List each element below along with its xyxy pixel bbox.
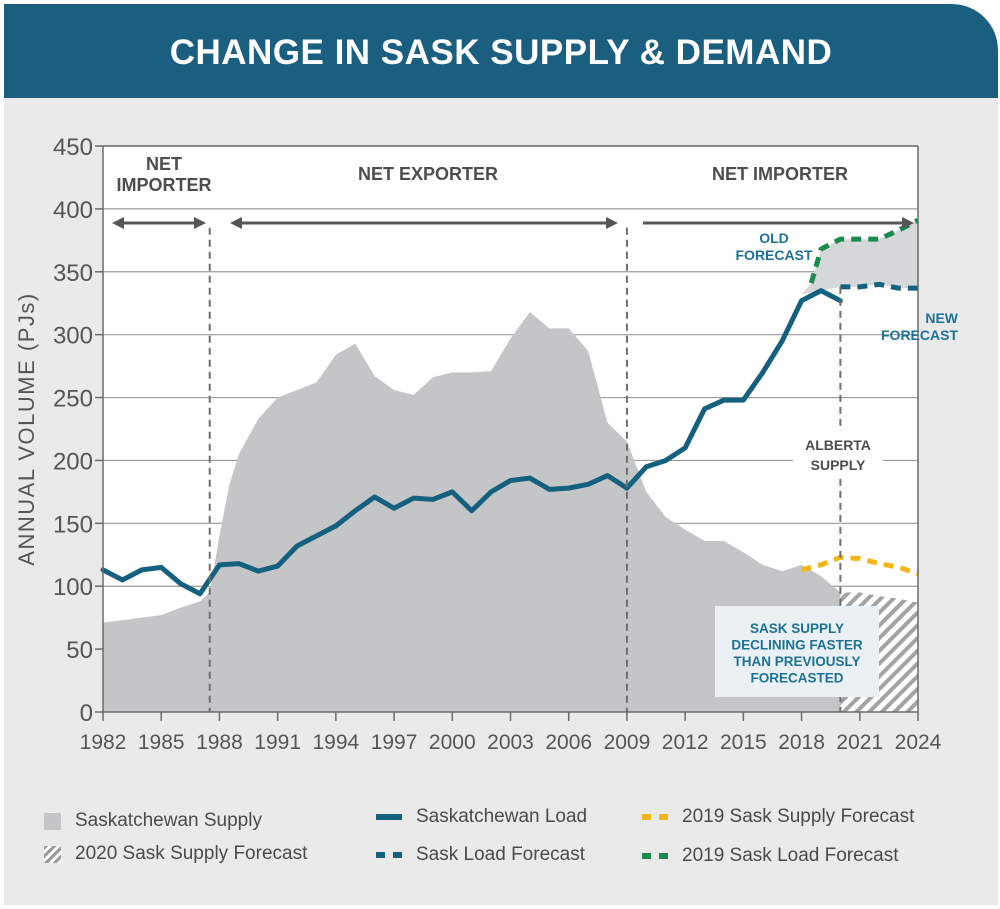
annotation-old-forecast-1: FORECAST [736, 247, 813, 263]
region-label-2-0: NET IMPORTER [712, 164, 848, 184]
x-tick-label-1982: 1982 [80, 731, 127, 754]
region-label-0-1: IMPORTER [116, 175, 211, 195]
region-arrow-2-head [902, 217, 914, 229]
x-tick-label-1985: 1985 [138, 731, 185, 754]
x-tick-label-2000: 2000 [429, 731, 476, 754]
y-tick-label-150: 150 [53, 511, 93, 538]
x-tick-label-2012: 2012 [662, 731, 709, 754]
region-arrow-1-head-right [606, 217, 618, 229]
x-tick-label-1997: 1997 [371, 731, 418, 754]
annotation-alberta-supply-0: ALBERTA [805, 437, 871, 453]
annotation-decline-3: FORECASTED [750, 671, 843, 686]
annotation-decline-0: SASK SUPPLY [750, 621, 844, 636]
load-forecast-2019-line [808, 217, 920, 284]
y-tick-label-350: 350 [53, 260, 93, 287]
x-tick-label-1994: 1994 [312, 731, 359, 754]
load-line [100, 288, 843, 597]
annotation-alberta-supply-1: SUPPLY [811, 457, 866, 473]
x-tick-label-2009: 2009 [604, 731, 651, 754]
region-label-0-0: NET [146, 154, 182, 174]
annotation-decline-1: DECLINING FASTER [731, 638, 863, 653]
x-tick-label-1988: 1988 [196, 731, 243, 754]
region-label-1-0: NET EXPORTER [358, 164, 498, 184]
y-tick-label-250: 250 [53, 386, 93, 413]
y-tick-label-400: 400 [53, 197, 93, 224]
region-arrow-0-head-left [112, 217, 124, 229]
x-tick-label-2018: 2018 [778, 731, 825, 754]
load-forecast-line [840, 281, 918, 291]
x-tick-label-2024: 2024 [895, 731, 942, 754]
supply-forecast-2019-line [800, 554, 919, 577]
y-axis-label: ANNUAL VOLUME (PJs) [14, 292, 39, 565]
annotation-decline-2: THAN PREVIOUSLY [733, 654, 860, 669]
x-tick-label-2003: 2003 [487, 731, 534, 754]
region-arrow-1-head-left [230, 217, 242, 229]
y-tick-label-450: 450 [53, 134, 93, 161]
annotation-old-forecast-0: OLD [759, 230, 789, 246]
forecast-gap-band [801, 220, 918, 295]
annotation-alberta-supply-bg [793, 431, 883, 477]
y-tick-label-0: 0 [80, 700, 93, 727]
x-tick-label-1991: 1991 [254, 731, 301, 754]
y-tick-label-50: 50 [66, 637, 93, 664]
supply-area [103, 312, 918, 712]
annotation-new-forecast-1: FORECAST [881, 327, 958, 343]
region-arrow-0-head-right [194, 217, 206, 229]
x-tick-label-2015: 2015 [720, 731, 767, 754]
annotation-decline-box [715, 606, 879, 697]
title-banner: CHANGE IN SASK SUPPLY & DEMAND [4, 4, 998, 98]
y-tick-label-200: 200 [53, 448, 93, 475]
y-tick-label-300: 300 [53, 323, 93, 350]
chart-title: CHANGE IN SASK SUPPLY & DEMAND [169, 33, 833, 72]
x-tick-label-2021: 2021 [836, 731, 883, 754]
y-tick-label-100: 100 [53, 574, 93, 601]
x-tick-label-2006: 2006 [545, 731, 592, 754]
annotation-new-forecast-0: NEW [925, 310, 958, 326]
